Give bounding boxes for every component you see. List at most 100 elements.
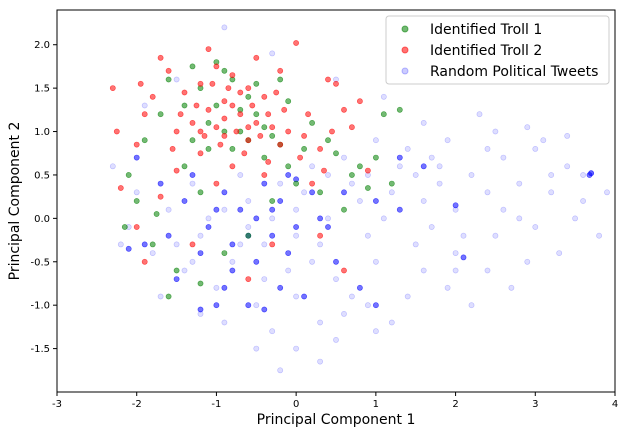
data-point [516, 215, 523, 222]
data-point [133, 154, 140, 161]
data-point [157, 111, 164, 118]
data-point [257, 132, 264, 139]
data-point [356, 98, 363, 105]
data-point [317, 319, 323, 326]
series-3-points [125, 154, 594, 313]
data-point [209, 80, 216, 87]
data-point [548, 189, 555, 196]
data-point [580, 198, 586, 204]
data-point [233, 128, 240, 135]
data-point [269, 232, 276, 239]
data-point [157, 54, 164, 61]
data-point [468, 302, 475, 309]
data-point [177, 111, 184, 118]
data-point [261, 180, 268, 187]
legend-label: Identified Troll 1 [430, 22, 542, 38]
data-point [221, 98, 228, 105]
data-point [317, 241, 323, 248]
data-point [372, 137, 379, 144]
data-point [253, 302, 260, 309]
data-point [309, 258, 315, 265]
data-point [333, 150, 339, 157]
data-point [380, 215, 387, 222]
data-point [213, 180, 220, 187]
data-point [468, 172, 475, 178]
data-point [253, 345, 260, 352]
data-point [221, 206, 228, 213]
data-point [277, 180, 284, 187]
data-point [265, 111, 272, 118]
data-point [301, 189, 307, 196]
data-point [301, 145, 307, 152]
data-point [229, 102, 236, 109]
data-point [285, 172, 292, 178]
data-point [213, 284, 220, 291]
data-point [197, 280, 204, 287]
data-point [317, 215, 323, 222]
data-point [364, 167, 371, 174]
data-point [197, 189, 204, 196]
data-point [452, 267, 459, 274]
data-point [213, 302, 220, 309]
data-point [197, 128, 204, 135]
data-point [428, 224, 435, 230]
data-point [253, 111, 260, 118]
data-point [596, 232, 602, 239]
data-point [309, 120, 315, 126]
data-point [484, 267, 491, 274]
data-point [165, 76, 172, 83]
data-point [372, 302, 379, 309]
data-point [193, 102, 200, 109]
data-point [261, 172, 268, 178]
data-point [149, 93, 156, 100]
data-point [273, 89, 280, 96]
data-point [205, 120, 212, 126]
data-point [293, 232, 299, 239]
data-point [113, 128, 120, 135]
data-point [356, 163, 363, 170]
data-point [500, 154, 507, 161]
data-point [572, 215, 578, 222]
data-point [165, 232, 172, 239]
data-point [269, 215, 276, 222]
data-point [197, 150, 204, 157]
data-point [285, 250, 292, 256]
data-point [428, 154, 435, 161]
data-point [460, 232, 467, 239]
data-point [237, 89, 244, 96]
data-point [580, 172, 586, 178]
data-point [229, 145, 236, 152]
x-tick-label: 2 [452, 399, 458, 410]
plot-frame [56, 9, 616, 393]
x-tick-label: 0 [293, 399, 299, 410]
data-point [293, 293, 299, 300]
y-tick-label: -0.5 [30, 257, 50, 268]
series-1-points [109, 40, 371, 282]
data-point [372, 258, 379, 265]
legend-marker [401, 67, 409, 75]
data-point [149, 241, 156, 248]
x-tick-label: -3 [52, 399, 62, 410]
data-point [333, 336, 339, 343]
legend: Identified Troll 1 Identified Troll 2 Rand… [385, 15, 610, 85]
data-point [237, 172, 244, 178]
data-point [133, 198, 140, 204]
data-point [221, 115, 228, 122]
data-point [189, 172, 196, 178]
data-point [348, 172, 355, 178]
data-point [245, 232, 252, 239]
data-point [412, 172, 419, 178]
data-point [329, 128, 335, 135]
data-point [153, 211, 160, 217]
data-point [277, 198, 284, 204]
data-point [221, 319, 228, 326]
data-point [245, 124, 252, 131]
data-point [141, 137, 148, 144]
data-point [245, 137, 252, 144]
data-point [548, 172, 555, 178]
data-point [333, 258, 339, 265]
legend-marker [401, 25, 409, 33]
data-point [333, 276, 339, 282]
data-point [261, 154, 268, 161]
